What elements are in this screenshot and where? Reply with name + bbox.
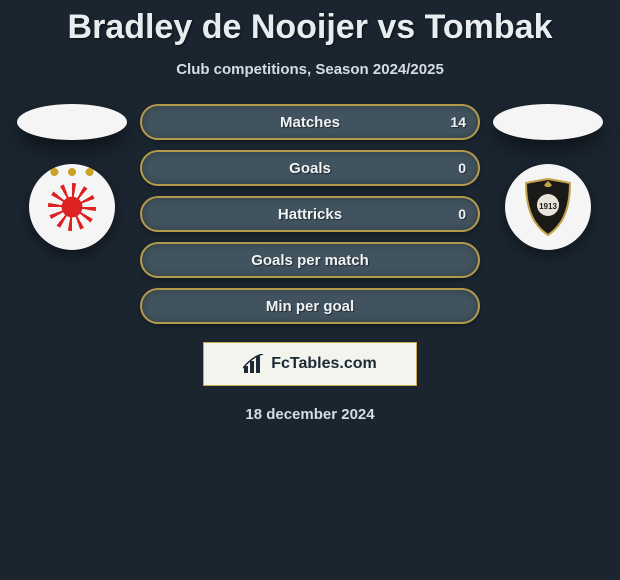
avatar xyxy=(17,104,127,140)
stat-label: Goals per match xyxy=(251,252,369,269)
stats-column: Matches 14 Goals 0 Hattricks 0 Goals per… xyxy=(140,104,480,324)
stat-label: Matches xyxy=(280,114,340,131)
player-right: 1913 xyxy=(488,104,608,250)
star-icon xyxy=(48,183,96,231)
stat-label: Goals xyxy=(289,160,331,177)
stat-row: Goals 0 xyxy=(140,150,480,186)
brand-box[interactable]: FcTables.com xyxy=(203,342,417,386)
footer-date: 18 december 2024 xyxy=(245,406,374,423)
brand-label: FcTables.com xyxy=(271,355,377,373)
club-badge-right: 1913 xyxy=(505,164,591,250)
club-badge-left xyxy=(29,164,115,250)
bar-chart-icon xyxy=(243,354,265,374)
page-subtitle: Club competitions, Season 2024/2025 xyxy=(176,61,444,78)
comparison-area: Matches 14 Goals 0 Hattricks 0 Goals per… xyxy=(0,104,620,324)
stat-row: Goals per match xyxy=(140,242,480,278)
player-left xyxy=(12,104,132,250)
page-title: Bradley de Nooijer vs Tombak xyxy=(68,8,553,47)
stat-row: Min per goal xyxy=(140,288,480,324)
svg-text:1913: 1913 xyxy=(539,202,557,211)
shield-icon: 1913 xyxy=(520,177,576,237)
stat-label: Min per goal xyxy=(266,298,354,315)
stat-row: Hattricks 0 xyxy=(140,196,480,232)
stat-row: Matches 14 xyxy=(140,104,480,140)
stat-right-value: 0 xyxy=(458,206,466,222)
stat-right-value: 0 xyxy=(458,160,466,176)
stat-right-value: 14 xyxy=(450,114,466,130)
stat-label: Hattricks xyxy=(278,206,342,223)
avatar xyxy=(493,104,603,140)
